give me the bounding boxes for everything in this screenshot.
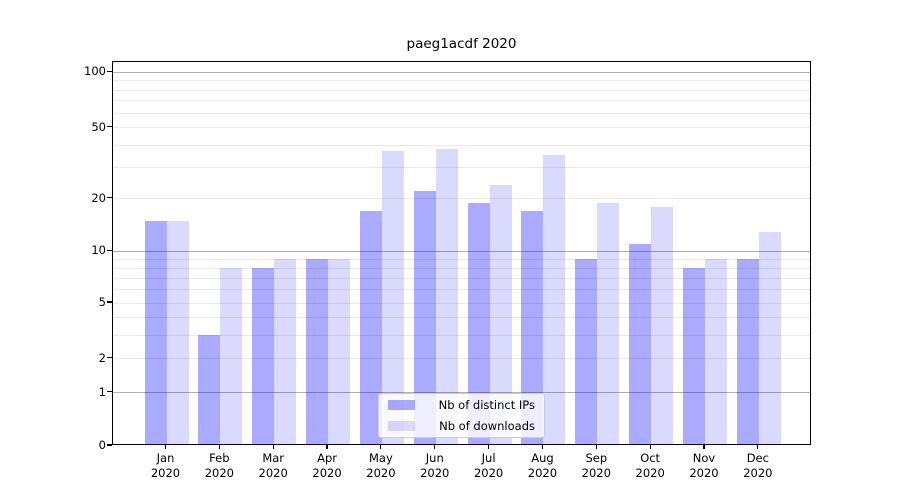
bar-nb-of-distinct-ips-oct	[629, 244, 652, 445]
legend-swatch-distinct-ips	[388, 400, 415, 410]
bar-nb-of-downloads-mar	[274, 259, 297, 445]
x-tick-label-mar: Mar 2020	[258, 451, 288, 480]
x-tick-label-apr: Apr 2020	[312, 451, 342, 480]
bar-nb-of-distinct-ips-may	[359, 211, 382, 445]
x-tick-label-sep: Sep 2020	[581, 451, 611, 480]
x-tick-mark-may	[380, 445, 382, 449]
plot-area	[112, 61, 811, 445]
legend-entry-distinct-ips: Nb of distinct IPs	[388, 396, 535, 415]
y-tick-label-1: 1	[98, 384, 106, 399]
minor-gridline-6	[113, 289, 810, 291]
x-tick-mark-feb	[218, 445, 220, 449]
x-tick-label-jul: Jul 2020	[473, 451, 504, 480]
x-tick-label-jan: Jan 2020	[150, 451, 181, 480]
y-tick-label-20: 20	[91, 190, 106, 205]
y-tick-mark-10	[107, 249, 112, 251]
y-tick-mark-0	[107, 444, 112, 446]
bar-nb-of-downloads-jul	[489, 184, 512, 445]
bar-nb-of-downloads-jan	[166, 220, 189, 445]
legend: Nb of distinct IPs Nb of downloads	[378, 393, 545, 438]
minor-gridline-8	[113, 267, 810, 269]
x-tick-mark-sep	[595, 445, 597, 449]
minor-gridline-90	[113, 80, 810, 82]
minor-gridline-70	[113, 100, 810, 102]
y-tick-mark-50	[107, 125, 112, 128]
bar-nb-of-distinct-ips-dec	[736, 259, 759, 445]
bar-nb-of-downloads-feb	[220, 268, 243, 445]
x-tick-mark-jul	[488, 445, 490, 449]
x-tick-label-may: May 2020	[366, 451, 396, 480]
x-tick-label-jun: Jun 2020	[420, 451, 450, 480]
minor-gridline-50	[113, 127, 810, 128]
x-tick-label-feb: Feb 2020	[204, 451, 234, 480]
bar-nb-of-downloads-sep	[597, 202, 620, 445]
bar-nb-of-distinct-ips-jul	[467, 202, 490, 445]
bar-nb-of-distinct-ips-nov	[683, 268, 705, 445]
y-tick-label-10: 10	[91, 243, 106, 258]
minor-gridline-20	[113, 198, 810, 200]
bar-nb-of-distinct-ips-jun	[413, 191, 436, 445]
bar-nb-of-downloads-apr	[328, 259, 351, 445]
bar-nb-of-downloads-may	[381, 151, 404, 445]
major-gridline-10	[113, 250, 810, 252]
x-tick-label-dec: Dec 2020	[743, 451, 773, 480]
minor-gridline-30	[113, 167, 810, 168]
bar-nb-of-downloads-oct	[651, 206, 674, 445]
legend-entry-downloads: Nb of downloads	[388, 417, 535, 436]
bar-nb-of-distinct-ips-sep	[575, 259, 598, 445]
major-gridline-1	[113, 392, 810, 393]
y-tick-mark-20	[107, 197, 112, 199]
minor-gridline-7	[113, 277, 810, 279]
minor-gridline-80	[113, 89, 810, 91]
y-tick-mark-5	[107, 301, 112, 303]
bar-nb-of-distinct-ips-apr	[306, 259, 329, 445]
legend-label-downloads: Nb of downloads	[439, 418, 535, 433]
chart-title: paeg1acdf 2020	[406, 36, 517, 52]
x-tick-mark-aug	[541, 445, 544, 449]
y-tick-label-100: 100	[84, 64, 106, 79]
x-tick-mark-mar	[272, 445, 274, 449]
bar-nb-of-downloads-jun	[435, 149, 458, 445]
x-tick-label-oct: Oct 2020	[635, 451, 665, 480]
minor-gridline-40	[113, 144, 810, 146]
y-tick-mark-1	[107, 390, 112, 393]
y-tick-label-2: 2	[98, 350, 106, 365]
bar-nb-of-distinct-ips-mar	[252, 268, 275, 445]
y-tick-label-0: 0	[98, 438, 106, 452]
bar-nb-of-distinct-ips-aug	[521, 211, 544, 445]
x-tick-label-nov: Nov 2020	[689, 451, 719, 480]
minor-gridline-3	[113, 334, 810, 336]
minor-gridline-4	[113, 317, 810, 319]
minor-gridline-2	[113, 358, 810, 359]
x-tick-mark-apr	[326, 445, 328, 449]
major-gridline-100	[113, 71, 810, 73]
x-tick-mark-oct	[649, 445, 651, 449]
y-tick-mark-100	[107, 70, 112, 72]
y-tick-mark-2	[107, 356, 112, 359]
bar-nb-of-distinct-ips-feb	[198, 335, 221, 445]
x-tick-label-aug: Aug 2020	[527, 451, 558, 480]
legend-swatch-downloads	[388, 421, 415, 431]
bar-nb-of-downloads-dec	[758, 231, 781, 445]
minor-gridline-60	[113, 112, 810, 114]
bar-nb-of-downloads-aug	[543, 155, 566, 445]
x-tick-mark-dec	[757, 445, 759, 449]
legend-label-distinct-ips: Nb of distinct IPs	[438, 397, 535, 412]
x-tick-mark-jan	[164, 445, 167, 449]
minor-gridline-9	[113, 258, 810, 260]
bar-nb-of-distinct-ips-jan	[144, 220, 167, 445]
y-tick-label-50: 50	[91, 119, 106, 134]
bar-nb-of-downloads-nov	[705, 259, 727, 445]
x-tick-mark-jun	[434, 445, 436, 449]
x-tick-mark-nov	[703, 445, 705, 449]
minor-gridline-5	[113, 302, 810, 304]
y-tick-label-5: 5	[98, 295, 106, 309]
